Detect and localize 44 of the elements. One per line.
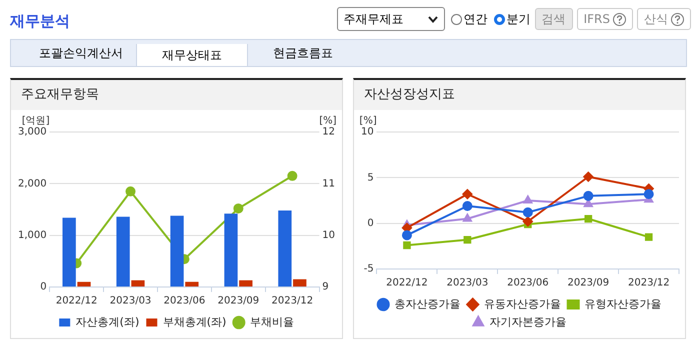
y-tick-label: -5 bbox=[364, 264, 374, 275]
text: 분기 bbox=[506, 10, 531, 28]
x-tick-label: 2023/12 bbox=[272, 296, 314, 307]
y2-tick-label: 9 bbox=[322, 282, 329, 293]
y-tick-label: 0 bbox=[367, 218, 374, 229]
y2-axis-title: [%] bbox=[319, 116, 337, 127]
text: 산식 bbox=[644, 10, 668, 28]
y-tick-label: 2,000 bbox=[18, 178, 47, 190]
x-tick-label: 2023/12 bbox=[628, 278, 670, 289]
legend-label: 자기자본증가율 bbox=[489, 315, 566, 328]
y-tick-label: 1,000 bbox=[18, 230, 47, 241]
y-tick-label: 10 bbox=[360, 126, 374, 138]
x-tick-label: 2023/06 bbox=[507, 278, 549, 289]
text: 연간 bbox=[464, 10, 488, 28]
y-axis-title: [억원] bbox=[22, 116, 50, 127]
y2-tick-label: 11 bbox=[322, 178, 336, 190]
x-tick-label: 2023/03 bbox=[446, 278, 488, 289]
text: 검색 bbox=[534, 8, 573, 30]
y-axis-title: [%] bbox=[359, 116, 377, 127]
y-tick-label: 3,000 bbox=[18, 126, 47, 138]
legend-label: 총자산증가율 bbox=[394, 297, 460, 310]
text: 포괄손익계산서 bbox=[38, 45, 124, 62]
y-tick-label: 0 bbox=[40, 282, 47, 293]
text: 현금흐름표 bbox=[272, 45, 334, 62]
chart-title: 주요재무항목 bbox=[11, 80, 342, 110]
x-tick-label: 2022/12 bbox=[56, 296, 98, 307]
y2-tick-label: 12 bbox=[322, 126, 336, 138]
y-tick-label: 5 bbox=[367, 172, 374, 184]
legend-label: 부채비율 bbox=[250, 315, 294, 328]
text: 재무상태표 bbox=[136, 44, 248, 66]
y2-tick-label: 10 bbox=[322, 230, 336, 241]
x-tick-label: 2023/09 bbox=[218, 296, 260, 307]
legend-label: 유동자산증가율 bbox=[484, 297, 561, 310]
chart-title: 자산성장성지표 bbox=[354, 80, 685, 110]
text: 주재무제표 bbox=[344, 10, 404, 28]
legend-label: 부채총계(좌) bbox=[162, 315, 226, 328]
text: IFRS bbox=[584, 12, 610, 26]
legend-label: 유형자산증가율 bbox=[584, 297, 662, 310]
x-tick-label: 2023/09 bbox=[568, 278, 610, 289]
x-tick-label: 2023/06 bbox=[164, 296, 206, 307]
x-tick-label: 2023/03 bbox=[110, 296, 152, 307]
x-tick-label: 2022/12 bbox=[386, 278, 428, 289]
legend-label: 자산총계(좌) bbox=[76, 315, 140, 328]
text: 재무분석 bbox=[10, 12, 70, 31]
